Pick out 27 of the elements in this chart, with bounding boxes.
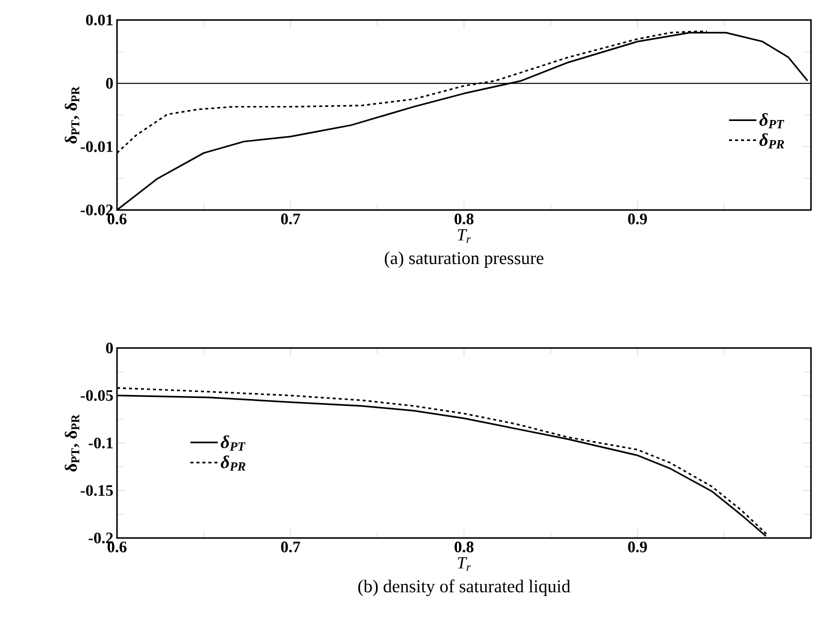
text: (b) density of saturated liquid (358, 580, 570, 596)
y-tick-label: 0.01 (86, 14, 113, 26)
y-tick-label: -0.02 (80, 204, 113, 216)
x-axis-title: T$_{r}$ (458, 557, 471, 571)
y-tick-label: 0 (106, 78, 113, 89)
x-tick-label: 0.6 (108, 214, 127, 224)
legend-label: δ$_{PT}$ (220, 435, 246, 451)
x-tick-label: 0.9 (628, 542, 647, 552)
x-tick-label: 0.6 (108, 542, 127, 552)
y-axis-title: δ$_{PT}$, δ$_{PR}$ (64, 414, 80, 472)
x-axis-title: T$_{r}$ (458, 229, 471, 243)
y-tick-label: -0.1 (88, 438, 113, 448)
text: (a) saturation pressure (384, 252, 544, 268)
y-tick-label: 0 (106, 342, 113, 354)
legend-label: δ$_{PR}$ (759, 133, 784, 148)
x-tick-label: 0.8 (454, 542, 474, 552)
x-tick-label: 0.8 (454, 214, 474, 224)
y-tick-label: -0.05 (80, 390, 113, 401)
x-tick-label: 0.7 (281, 542, 300, 552)
x-tick-label: 0.7 (281, 214, 300, 224)
legend-label: δ$_{PT}$ (759, 113, 784, 128)
y-tick-label: -0.15 (80, 485, 113, 496)
y-tick-label: -0.01 (80, 141, 113, 152)
x-tick-label: 0.9 (628, 214, 647, 224)
legend-label: δ$_{PR}$ (220, 456, 246, 471)
y-axis-title: δ$_{PT}$, δ$_{PR}$ (64, 86, 80, 144)
y-tick-label: -0.2 (88, 532, 113, 544)
